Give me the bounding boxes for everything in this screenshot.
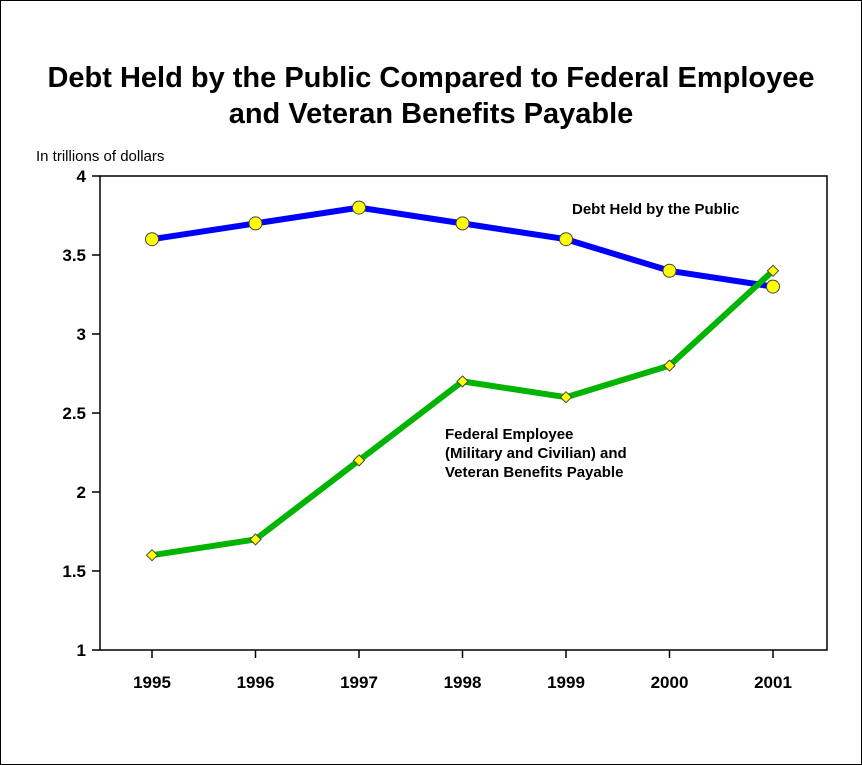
- chart-title-line-1: Debt Held by the Public Compared to Fede…: [47, 62, 815, 94]
- x-tick-label: 1996: [237, 673, 275, 692]
- y-tick-label: 4: [77, 167, 87, 186]
- y-tick-label: 3.5: [62, 246, 86, 265]
- x-tick-label: 2001: [754, 673, 792, 692]
- benefits-series-label: Veteran Benefits Payable: [445, 464, 623, 481]
- debt-point: [766, 279, 780, 294]
- benefits-point: [766, 264, 780, 278]
- x-tick-label: 1995: [133, 673, 171, 692]
- benefits-point: [352, 454, 366, 467]
- debt-point: [559, 232, 573, 247]
- debt-series-label: Debt Held by the Public: [572, 201, 740, 218]
- y-tick-label: 2: [77, 483, 86, 502]
- benefits-series-line: [149, 267, 776, 559]
- y-tick-label: 2.5: [62, 404, 86, 423]
- plot-area: [99, 175, 828, 651]
- y-axis-unit-label: In trillions of dollars: [36, 148, 164, 165]
- y-tick-label: 1: [77, 641, 86, 660]
- x-tick-label: 2000: [651, 673, 689, 692]
- debt-point: [248, 216, 263, 231]
- debt-point: [145, 232, 159, 247]
- series-annotations: Debt Held by the Public Federal Employee (…: [445, 201, 740, 481]
- benefits-point: [663, 359, 676, 372]
- y-axis: 1 1.5 2 2.5 3 3.5 4: [62, 167, 100, 660]
- benefits-series-label: (Military and Civilian) and: [445, 445, 627, 462]
- benefits-series-label: Federal Employee: [445, 426, 573, 443]
- benefits-point: [249, 533, 262, 546]
- x-tick-label: 1999: [547, 673, 585, 692]
- x-axis: 1995 1996 1997 1998 1999 2000 2001: [133, 650, 792, 692]
- benefits-point: [559, 390, 573, 404]
- x-tick-label: 1997: [340, 673, 378, 692]
- debt-point: [662, 263, 677, 278]
- y-tick-label: 3: [77, 325, 86, 344]
- benefits-point: [456, 375, 469, 388]
- benefits-point: [145, 548, 159, 562]
- x-tick-label: 1998: [444, 673, 482, 692]
- debt-point: [455, 216, 470, 231]
- debt-point: [352, 200, 366, 215]
- y-tick-label: 1.5: [62, 562, 86, 581]
- chart-title-line-2: and Veteran Benefits Payable: [228, 98, 634, 130]
- series-markers: [145, 200, 780, 562]
- chart-title: Debt Held by the Public Compared to Fede…: [0, 60, 862, 132]
